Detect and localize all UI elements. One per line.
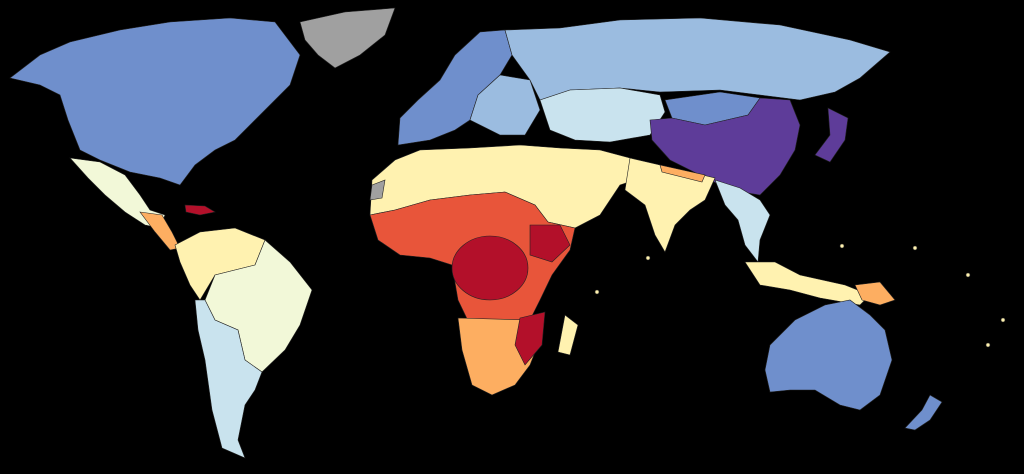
region-australia[interactable] bbox=[764, 299, 893, 411]
region-central-asia[interactable] bbox=[539, 87, 666, 143]
region-pacific-island[interactable] bbox=[594, 289, 600, 295]
region-greenland[interactable] bbox=[299, 7, 396, 69]
europe-asia bbox=[369, 17, 896, 306]
region-ethiopia[interactable] bbox=[529, 224, 571, 263]
region-japan[interactable] bbox=[814, 107, 849, 163]
region-eastern-europe[interactable] bbox=[469, 74, 541, 136]
region-north-america[interactable] bbox=[9, 17, 301, 186]
region-mozambique[interactable] bbox=[514, 311, 546, 366]
region-south-america-south[interactable] bbox=[194, 299, 263, 459]
region-pacific-island[interactable] bbox=[645, 255, 651, 261]
region-maritime-asia[interactable] bbox=[744, 261, 871, 306]
region-southeast-asia[interactable] bbox=[714, 179, 771, 263]
region-pacific-island[interactable] bbox=[1000, 317, 1006, 323]
region-china[interactable] bbox=[649, 97, 801, 196]
region-pacific-island[interactable] bbox=[912, 245, 918, 251]
region-pacific-island[interactable] bbox=[985, 342, 991, 348]
region-russia[interactable] bbox=[504, 17, 891, 101]
region-pacific-island[interactable] bbox=[965, 272, 971, 278]
region-nepal-strip[interactable] bbox=[659, 164, 706, 183]
region-western-sahara[interactable] bbox=[369, 179, 386, 201]
region-pacific-island[interactable] bbox=[839, 243, 845, 249]
region-new-zealand[interactable] bbox=[904, 394, 943, 431]
region-central-america[interactable] bbox=[139, 211, 181, 251]
region-papua[interactable] bbox=[854, 281, 896, 306]
oceania bbox=[594, 243, 1006, 431]
africa bbox=[369, 191, 579, 396]
region-madagascar[interactable] bbox=[557, 314, 579, 356]
americas bbox=[9, 7, 396, 459]
region-central-africa[interactable] bbox=[451, 235, 529, 301]
region-caribbean[interactable] bbox=[184, 204, 216, 216]
